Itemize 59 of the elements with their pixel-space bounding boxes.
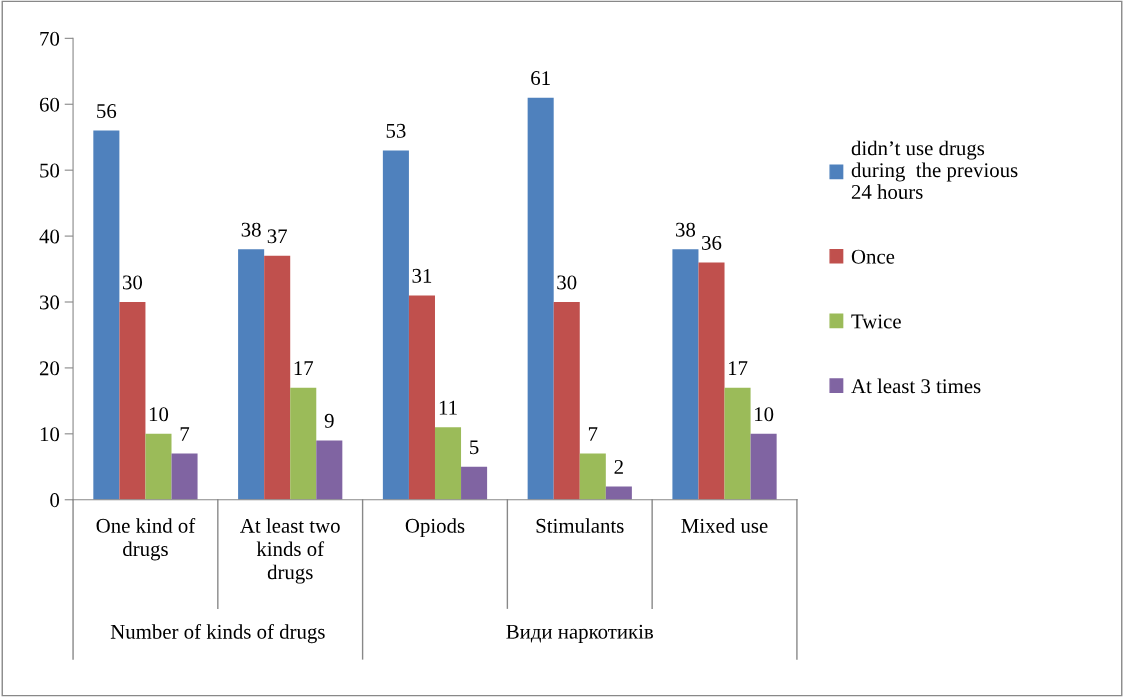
y-tick-label: 70 [40, 31, 60, 46]
data-label: 37 [267, 229, 288, 244]
y-tick-label: 30 [40, 295, 60, 310]
bar [238, 249, 265, 500]
text: Number of kinds of drugs [110, 623, 325, 644]
data-label: 2 [614, 460, 623, 474]
data-label: 61 [531, 71, 550, 86]
data-label: 36 [702, 235, 722, 250]
bar [264, 255, 291, 500]
x-tick-label: Opiods [405, 518, 465, 538]
bar [553, 302, 580, 500]
legend-label: Once [851, 249, 895, 264]
bar [290, 387, 317, 500]
bar [316, 440, 343, 500]
bar [434, 427, 462, 500]
data-label: 10 [149, 407, 169, 422]
data-label: 17 [728, 361, 748, 375]
data-label: 30 [557, 275, 577, 290]
data-label: 10 [755, 407, 774, 422]
bar [724, 387, 751, 500]
bar [579, 453, 606, 500]
legend-label: Twice [851, 314, 901, 329]
bar [750, 433, 777, 500]
y-tick-label: 0 [50, 493, 60, 508]
bar [171, 453, 198, 500]
data-label: 38 [676, 222, 696, 237]
data-label: 9 [324, 413, 334, 428]
y-tick-label: 20 [39, 361, 60, 376]
x-tick-label: One kind of drugs [96, 517, 196, 561]
data-label: 7 [180, 427, 190, 441]
data-label: 53 [386, 123, 406, 138]
data-label: 30 [123, 275, 143, 290]
data-label: 7 [588, 427, 598, 441]
data-label: 17 [294, 361, 314, 375]
y-tick-label: 40 [39, 229, 60, 244]
legend-label: didn’t use drugs during the previous 24 hours [851, 140, 1018, 200]
data-label: 11 [439, 400, 457, 415]
bar [382, 150, 409, 500]
y-tick-label: 60 [39, 97, 60, 112]
bar [119, 302, 146, 500]
y-tick-label: 50 [40, 163, 60, 178]
y-tick-label: 10 [40, 427, 60, 442]
data-label: 56 [97, 104, 117, 119]
bar [461, 466, 488, 500]
legend-label: At least 3 times [851, 378, 981, 394]
bar [93, 130, 120, 500]
bar [527, 97, 554, 500]
bar [408, 295, 435, 500]
bar [672, 249, 699, 500]
bar [698, 262, 725, 500]
text: Види наркотиків [506, 624, 654, 644]
data-label: 38 [241, 222, 261, 237]
data-label: 31 [412, 268, 432, 283]
bar [145, 433, 172, 500]
x-tick-label: Stimulants [536, 518, 624, 533]
bar [605, 486, 632, 500]
data-label: 5 [470, 440, 479, 455]
x-tick-label: At least two kinds of drugs [240, 518, 340, 584]
x-tick-label: Mixed use [681, 518, 768, 533]
